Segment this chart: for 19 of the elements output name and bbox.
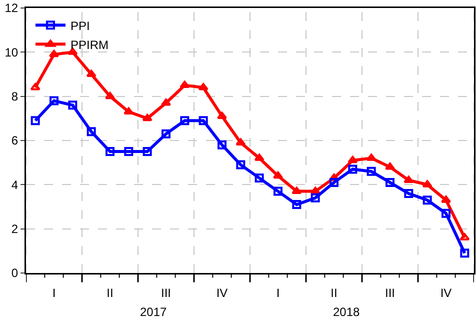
x-tick-label: I (52, 286, 56, 300)
x-tick-label: I (276, 286, 280, 300)
x-tick-label: II (330, 286, 338, 300)
legend-label: PPI (70, 18, 90, 33)
y-tick-label: 6 (11, 134, 18, 148)
x-tick-label: III (384, 286, 396, 300)
x-tick-label: IV (440, 286, 452, 300)
x-tick-label: III (160, 286, 172, 300)
legend-label: PPIRM (70, 38, 108, 52)
y-tick-label: 10 (4, 45, 18, 60)
x-tick-label: IV (216, 286, 228, 300)
x-tick-label: II (106, 286, 114, 300)
y-tick-label: 12 (4, 1, 18, 16)
y-tick-label: 4 (11, 178, 18, 192)
y-tick-label: 0 (11, 266, 18, 280)
y-tick-label: 8 (11, 90, 18, 104)
y-tick-label: 2 (11, 222, 18, 236)
text: 2018 (333, 305, 360, 319)
text: 2017 (140, 305, 168, 319)
